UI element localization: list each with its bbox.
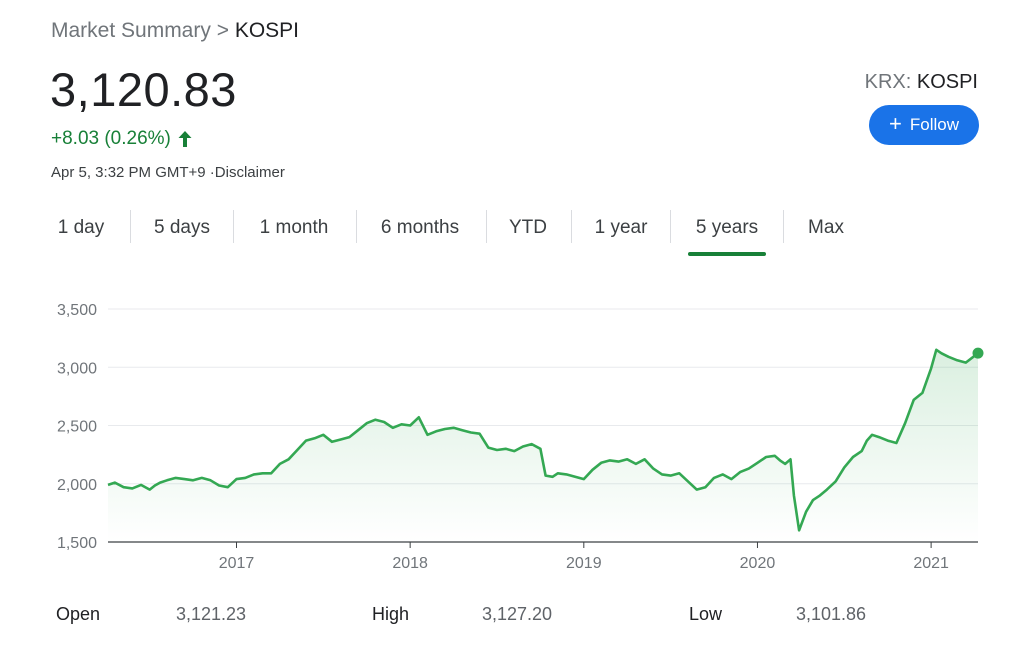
stat-value-open: 3,121.23 — [176, 604, 247, 624]
x-axis-ticks: 2017 2018 2019 2020 2021 — [219, 542, 949, 572]
y-tick-label: 1,500 — [57, 535, 97, 552]
tab-divider — [356, 210, 357, 243]
stat-label-high: High — [372, 604, 410, 624]
stat-value-low: 3,101.86 — [796, 604, 867, 624]
tab-divider — [783, 210, 784, 243]
tab-1-month[interactable]: 1 month — [259, 217, 329, 238]
plus-icon: + — [889, 111, 902, 136]
tab-1-day[interactable]: 1 day — [57, 217, 105, 238]
exchange-symbol: KOSPI — [916, 71, 978, 93]
tab-max[interactable]: Max — [808, 217, 844, 238]
follow-button[interactable]: + Follow — [869, 105, 979, 145]
y-tick-label: 3,500 — [57, 302, 97, 319]
price-change: +8.03 (0.26%) — [51, 128, 193, 150]
tab-1-year[interactable]: 1 year — [594, 217, 648, 238]
tab-divider — [571, 210, 572, 243]
tab-divider — [486, 210, 487, 243]
x-tick-label: 2017 — [219, 555, 255, 572]
breadcrumb: Market Summary > KOSPI — [51, 19, 299, 43]
x-tick-label: 2019 — [566, 555, 602, 572]
tab-6-months[interactable]: 6 months — [380, 217, 460, 238]
tab-divider — [130, 210, 131, 243]
x-tick-label: 2020 — [740, 555, 776, 572]
y-axis-ticks: 1,500 2,000 2,500 3,000 3,500 — [57, 302, 97, 552]
breadcrumb-current: KOSPI — [234, 19, 300, 42]
arrow-up-icon — [178, 131, 192, 147]
tab-divider — [233, 210, 234, 243]
quote-timestamp: Apr 5, 3:32 PM GMT+9 ·Disclaimer — [51, 164, 285, 181]
breadcrumb-separator: > — [216, 19, 229, 42]
stat-label-low: Low — [689, 604, 723, 624]
price-area-fill — [108, 349, 978, 542]
stat-label-open: Open — [56, 604, 101, 624]
exchange-ticker: KRX: KOSPI — [865, 71, 978, 94]
x-tick-label: 2018 — [392, 555, 428, 572]
tab-divider — [670, 210, 671, 243]
y-tick-label: 3,000 — [57, 360, 97, 377]
stat-value-high: 3,127.20 — [482, 604, 553, 624]
time-range-tabs: 1 day 5 days 1 month 6 months YTD 1 year… — [0, 210, 1024, 256]
x-tick-label: 2021 — [913, 555, 949, 572]
tab-ytd[interactable]: YTD — [509, 217, 547, 238]
price-change-value: +8.03 (0.26%) — [51, 128, 171, 149]
y-tick-label: 2,000 — [57, 477, 97, 494]
breadcrumb-parent-link[interactable]: Market Summary — [51, 19, 211, 42]
current-price-marker — [972, 347, 984, 359]
follow-button-label: Follow — [909, 115, 959, 134]
exchange-prefix: KRX: — [864, 71, 912, 93]
current-price: 3,120.83 — [50, 63, 237, 116]
price-line — [107, 348, 979, 532]
y-tick-label: 2,500 — [57, 419, 97, 436]
tab-5-years[interactable]: 5 years — [688, 210, 766, 256]
tab-5-days[interactable]: 5 days — [154, 217, 210, 238]
